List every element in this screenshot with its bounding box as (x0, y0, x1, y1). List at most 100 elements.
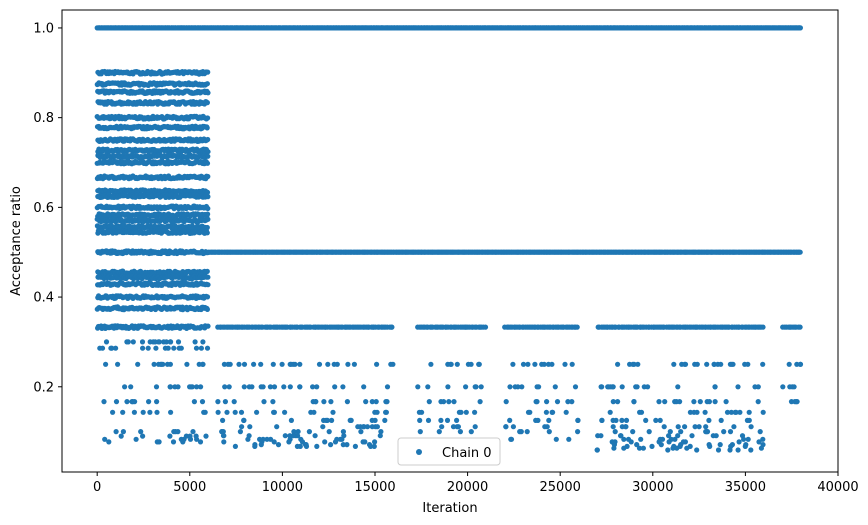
data-point (258, 361, 264, 367)
data-point (205, 216, 211, 222)
data-point (619, 417, 625, 423)
data-point (534, 384, 540, 390)
data-point (297, 361, 303, 367)
data-point (649, 443, 655, 449)
data-point (482, 324, 489, 330)
data-point (204, 306, 210, 312)
data-point (133, 436, 139, 442)
data-point (445, 384, 451, 390)
data-point (718, 361, 724, 367)
data-point (760, 324, 766, 330)
data-point (610, 424, 616, 430)
data-point (631, 399, 637, 405)
data-point (457, 429, 463, 435)
legend-marker (416, 449, 422, 455)
x-axis-label: Iteration (422, 501, 477, 516)
data-point (621, 436, 627, 442)
data-point (532, 361, 538, 367)
data-point (671, 361, 677, 367)
data-point (569, 399, 575, 405)
data-point (258, 442, 264, 448)
data-point (340, 442, 346, 448)
data-point (205, 115, 211, 121)
data-point (330, 409, 336, 415)
data-point (140, 345, 146, 351)
data-point (736, 439, 742, 445)
data-point (613, 417, 619, 423)
data-point (241, 384, 247, 390)
y-tick-label: 0.8 (33, 111, 54, 126)
data-point (605, 384, 611, 390)
data-point (417, 429, 423, 435)
data-point (748, 424, 754, 430)
data-point (113, 429, 119, 435)
data-point (610, 384, 616, 390)
data-point (282, 433, 288, 439)
data-point (297, 384, 303, 390)
data-point (628, 439, 634, 445)
data-point (448, 361, 454, 367)
data-point (377, 433, 383, 439)
data-point (314, 384, 320, 390)
data-point (468, 429, 474, 435)
data-point (542, 424, 548, 430)
data-point (702, 409, 708, 415)
data-point (507, 384, 513, 390)
data-point (634, 384, 640, 390)
data-point (152, 339, 158, 345)
data-point (267, 384, 273, 390)
data-point (594, 447, 600, 453)
data-point (205, 90, 211, 96)
data-point (623, 424, 629, 430)
data-point (476, 361, 482, 367)
data-point (247, 424, 253, 430)
data-point (246, 384, 252, 390)
data-point (312, 399, 319, 405)
data-point (168, 409, 174, 415)
data-point (99, 345, 106, 351)
data-point (382, 417, 388, 423)
data-point (662, 399, 668, 405)
data-point (510, 361, 516, 367)
data-point (187, 436, 194, 442)
data-point (707, 443, 713, 449)
data-point (503, 424, 509, 430)
data-point (270, 361, 276, 367)
data-point (755, 399, 761, 405)
data-point (368, 443, 374, 449)
data-point (689, 433, 695, 439)
data-point (463, 409, 469, 415)
data-point (189, 384, 195, 390)
data-point (724, 409, 731, 415)
data-point (303, 443, 310, 449)
data-point (328, 399, 334, 405)
y-tick-label: 0.2 (33, 380, 54, 395)
data-point (646, 429, 652, 435)
data-point (361, 384, 367, 390)
data-point (204, 345, 211, 351)
data-point (239, 424, 245, 430)
data-point (717, 442, 723, 448)
data-point (742, 361, 748, 367)
data-point (312, 433, 318, 439)
data-point (176, 345, 182, 351)
data-point (286, 439, 292, 445)
data-point (369, 424, 375, 430)
data-point (238, 409, 245, 415)
x-tick-label: 20000 (447, 480, 488, 495)
data-point (192, 339, 198, 345)
data-point (308, 409, 314, 415)
data-point (384, 384, 391, 390)
data-point (252, 443, 258, 449)
data-point (231, 399, 237, 405)
data-point (197, 439, 204, 445)
data-point (599, 384, 605, 390)
data-point (735, 384, 741, 390)
data-point (425, 417, 432, 423)
data-point (549, 409, 555, 415)
data-point (789, 384, 795, 390)
data-point (752, 384, 758, 390)
data-point (507, 417, 513, 423)
data-point (611, 445, 617, 451)
data-point (694, 361, 700, 367)
